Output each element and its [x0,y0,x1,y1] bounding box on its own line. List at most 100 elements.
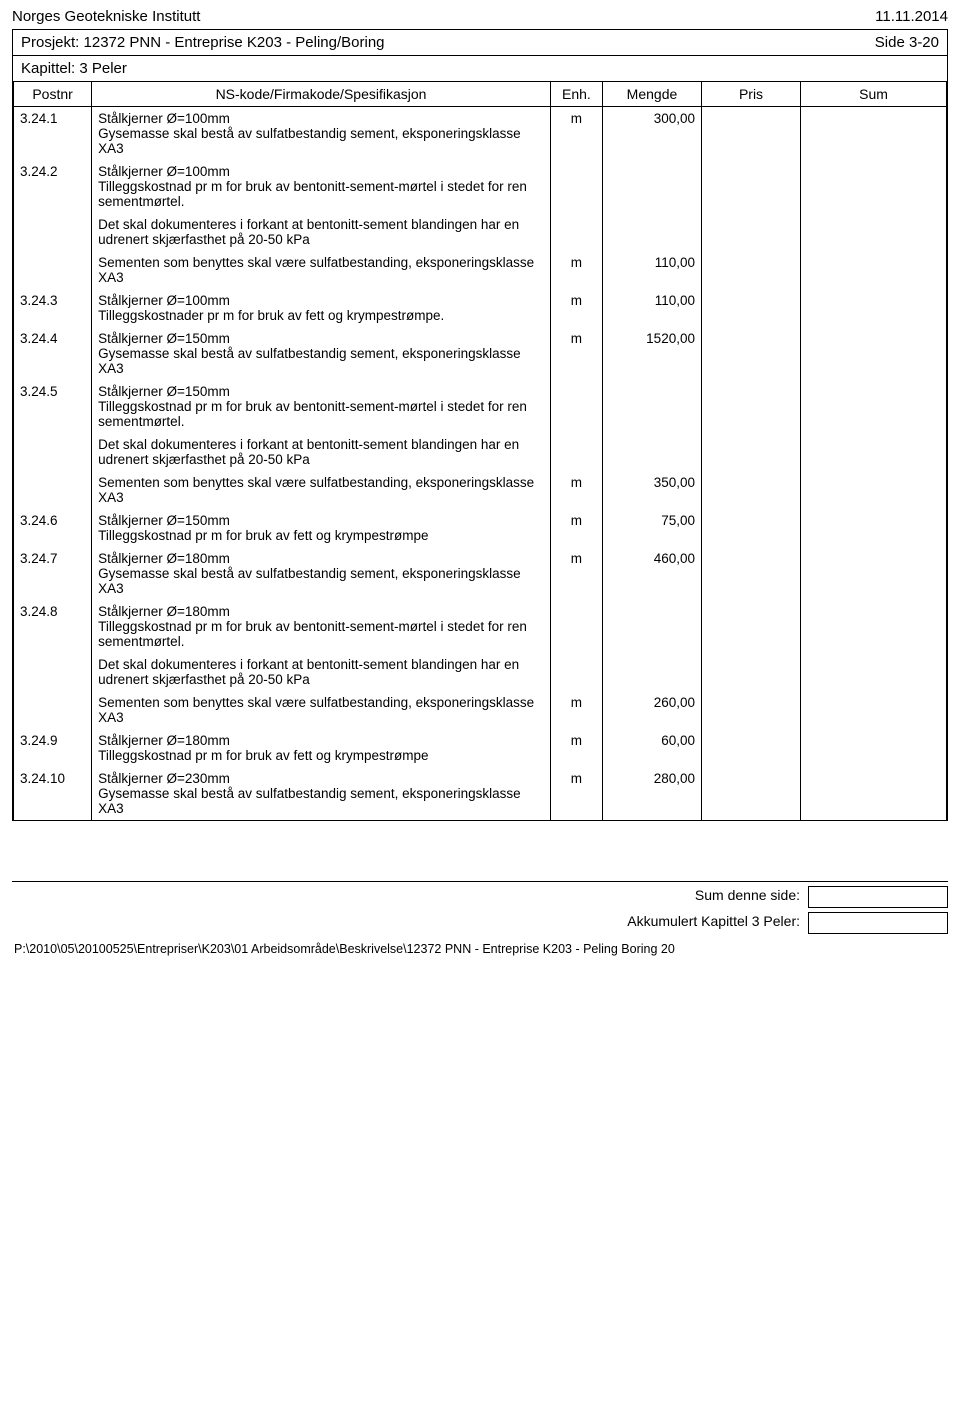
cell-enh: m [550,107,602,161]
cell-postnr: 3.24.4 [14,327,92,380]
cell-enh [550,433,602,471]
cell-mengde: 350,00 [602,471,701,509]
cell-pris [701,107,800,161]
cell-mengde: 1520,00 [602,327,701,380]
cell-sum [801,251,947,289]
cell-pris [701,691,800,729]
cell-sum [801,289,947,327]
cell-pris [701,327,800,380]
table-row: 3.24.9Stålkjerner Ø=180mmTilleggskostnad… [14,729,947,767]
cell-pris [701,251,800,289]
cell-sum [801,509,947,547]
col-enh: Enh. [550,82,602,107]
cell-mengde [602,160,701,213]
cell-sum [801,547,947,600]
table-row: 3.24.8Stålkjerner Ø=180mmTilleggskostnad… [14,600,947,653]
summary-accum-label: Akkumulert Kapittel 3 Peler: [619,910,808,936]
cell-postnr: 3.24.5 [14,380,92,433]
cell-mengde: 300,00 [602,107,701,161]
table-row: 3.24.6Stålkjerner Ø=150mmTilleggskostnad… [14,509,947,547]
summary-this-page-label: Sum denne side: [687,884,808,910]
cell-enh: m [550,691,602,729]
doc-date: 11.11.2014 [875,8,948,25]
cell-mengde [602,653,701,691]
cell-mengde: 280,00 [602,767,701,820]
cell-pris [701,509,800,547]
cell-postnr [14,691,92,729]
cell-postnr: 3.24.2 [14,160,92,213]
cell-enh [550,653,602,691]
cell-mengde [602,433,701,471]
cell-sum [801,213,947,251]
table-row: Sementen som benyttes skal være sulfatbe… [14,251,947,289]
table-row: Sementen som benyttes skal være sulfatbe… [14,691,947,729]
cell-sum [801,691,947,729]
cell-pris [701,653,800,691]
cell-mengde: 260,00 [602,691,701,729]
cell-pris [701,547,800,600]
chapter-box: Kapittel: 3 Peler Postnr NS-kode/Firmako… [12,56,948,821]
table-row: 3.24.1Stålkjerner Ø=100mmGysemasse skal … [14,107,947,161]
cell-pris [701,767,800,820]
col-spec: NS-kode/Firmakode/Spesifikasjon [92,82,551,107]
table-row: 3.24.4Stålkjerner Ø=150mmGysemasse skal … [14,327,947,380]
cell-spec: Sementen som benyttes skal være sulfatbe… [92,471,551,509]
col-postnr: Postnr [14,82,92,107]
cell-pris [701,433,800,471]
header-top: Norges Geotekniske Institutt 11.11.2014 [12,8,948,25]
cell-enh: m [550,767,602,820]
cell-enh: m [550,547,602,600]
cell-pris [701,289,800,327]
cell-spec: Stålkjerner Ø=100mmTilleggskostnader pr … [92,289,551,327]
cell-enh: m [550,251,602,289]
cell-mengde: 110,00 [602,251,701,289]
cell-sum [801,327,947,380]
cell-spec: Det skal dokumenteres i forkant at bento… [92,213,551,251]
cell-postnr [14,251,92,289]
cell-sum [801,380,947,433]
cell-pris [701,471,800,509]
project-box: Prosjekt: 12372 PNN - Entreprise K203 - … [12,29,948,56]
cell-postnr: 3.24.7 [14,547,92,600]
table-row: 3.24.5Stålkjerner Ø=150mmTilleggskostnad… [14,380,947,433]
cell-postnr [14,433,92,471]
cell-sum [801,767,947,820]
table-row: 3.24.7Stålkjerner Ø=180mmGysemasse skal … [14,547,947,600]
cell-spec: Sementen som benyttes skal være sulfatbe… [92,251,551,289]
cell-mengde [602,213,701,251]
cell-sum [801,160,947,213]
table-row: Det skal dokumenteres i forkant at bento… [14,433,947,471]
cell-spec: Stålkjerner Ø=100mmTilleggskostnad pr m … [92,160,551,213]
spec-table: Postnr NS-kode/Firmakode/Spesifikasjon E… [13,81,947,820]
cell-postnr: 3.24.6 [14,509,92,547]
cell-postnr [14,471,92,509]
cell-mengde: 60,00 [602,729,701,767]
cell-sum [801,653,947,691]
summary-accum-cell [808,912,948,934]
cell-enh: m [550,729,602,767]
cell-postnr: 3.24.8 [14,600,92,653]
cell-pris [701,160,800,213]
chapter-label: Kapittel: 3 Peler [13,56,947,81]
cell-pris [701,600,800,653]
cell-enh: m [550,509,602,547]
table-row: Det skal dokumenteres i forkant at bento… [14,653,947,691]
col-sum: Sum [801,82,947,107]
cell-spec: Sementen som benyttes skal være sulfatbe… [92,691,551,729]
cell-spec: Stålkjerner Ø=180mmGysemasse skal bestå … [92,547,551,600]
cell-sum [801,471,947,509]
table-row: Det skal dokumenteres i forkant at bento… [14,213,947,251]
project-title: Prosjekt: 12372 PNN - Entreprise K203 - … [21,34,385,51]
cell-spec: Stålkjerner Ø=150mmTilleggskostnad pr m … [92,509,551,547]
table-row: 3.24.3Stålkjerner Ø=100mmTilleggskostnad… [14,289,947,327]
org-name: Norges Geotekniske Institutt [12,8,200,25]
cell-enh: m [550,327,602,380]
table-row: Sementen som benyttes skal være sulfatbe… [14,471,947,509]
cell-spec: Stålkjerner Ø=180mmTilleggskostnad pr m … [92,600,551,653]
summary-this-page-cell [808,886,948,908]
cell-pris [701,729,800,767]
table-row: 3.24.10Stålkjerner Ø=230mmGysemasse skal… [14,767,947,820]
cell-spec: Stålkjerner Ø=150mmTilleggskostnad pr m … [92,380,551,433]
table-row: 3.24.2Stålkjerner Ø=100mmTilleggskostnad… [14,160,947,213]
table-header-row: Postnr NS-kode/Firmakode/Spesifikasjon E… [14,82,947,107]
